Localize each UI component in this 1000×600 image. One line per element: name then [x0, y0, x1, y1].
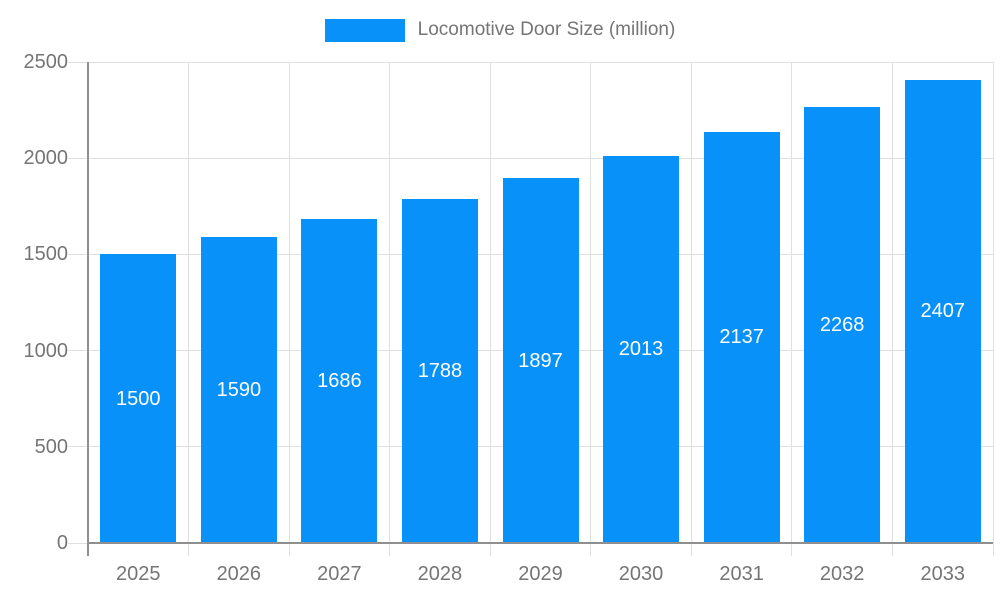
bar-value-label: 2407 — [920, 300, 965, 323]
bar[interactable] — [100, 254, 177, 543]
gridline-vertical — [188, 62, 190, 556]
y-tick-label: 2500 — [23, 51, 69, 73]
gridline-vertical — [489, 62, 491, 556]
gridline-vertical — [389, 62, 391, 556]
legend[interactable]: Locomotive Door Size (million) — [0, 17, 1000, 43]
y-axis-tick — [68, 542, 88, 544]
x-tick-label: 2028 — [417, 563, 463, 585]
x-tick-label: 2025 — [116, 563, 161, 585]
x-tick-label: 2032 — [819, 563, 865, 585]
x-tick-label: 2029 — [518, 563, 563, 585]
bar-value-label: 1500 — [116, 387, 161, 410]
gridline-horizontal — [68, 61, 993, 63]
y-tick-label: 500 — [34, 435, 68, 458]
x-tick-label: 2026 — [216, 563, 262, 585]
x-axis-line — [88, 542, 993, 544]
gridline-vertical — [891, 62, 893, 556]
bar-value-label: 1788 — [417, 359, 463, 382]
bar[interactable] — [703, 131, 780, 543]
gridline-horizontal — [68, 157, 993, 159]
x-tick-label: 2027 — [317, 563, 362, 585]
bar-value-label: 1590 — [216, 379, 262, 402]
gridline-vertical — [690, 62, 692, 556]
bar-value-label: 2137 — [719, 326, 764, 349]
bar[interactable] — [502, 178, 579, 543]
bar[interactable] — [200, 237, 277, 543]
y-tick-label: 1500 — [23, 243, 69, 266]
bar-value-label: 1897 — [518, 349, 563, 372]
y-axis-line — [87, 62, 89, 556]
y-tick-label: 1000 — [23, 339, 69, 362]
gridline-vertical — [992, 62, 994, 556]
bar[interactable] — [603, 155, 680, 543]
legend-label: Locomotive Door Size (million) — [417, 19, 676, 40]
y-tick-label: 0 — [56, 532, 68, 554]
x-tick-label: 2033 — [920, 563, 965, 585]
bar-value-label: 1686 — [317, 369, 362, 392]
y-tick-label: 2000 — [23, 147, 69, 170]
bar[interactable] — [301, 218, 378, 543]
bar-value-label: 2013 — [618, 338, 664, 361]
legend-swatch-icon — [324, 18, 405, 42]
bar-value-label: 2268 — [819, 313, 865, 336]
x-tick-label: 2030 — [618, 563, 664, 585]
bar[interactable] — [401, 198, 478, 543]
x-tick-label: 2031 — [719, 563, 764, 585]
bar[interactable] — [804, 106, 881, 543]
bar[interactable] — [904, 79, 981, 543]
gridline-vertical — [791, 62, 793, 556]
gridline-vertical — [288, 62, 290, 556]
gridline-vertical — [590, 62, 592, 556]
